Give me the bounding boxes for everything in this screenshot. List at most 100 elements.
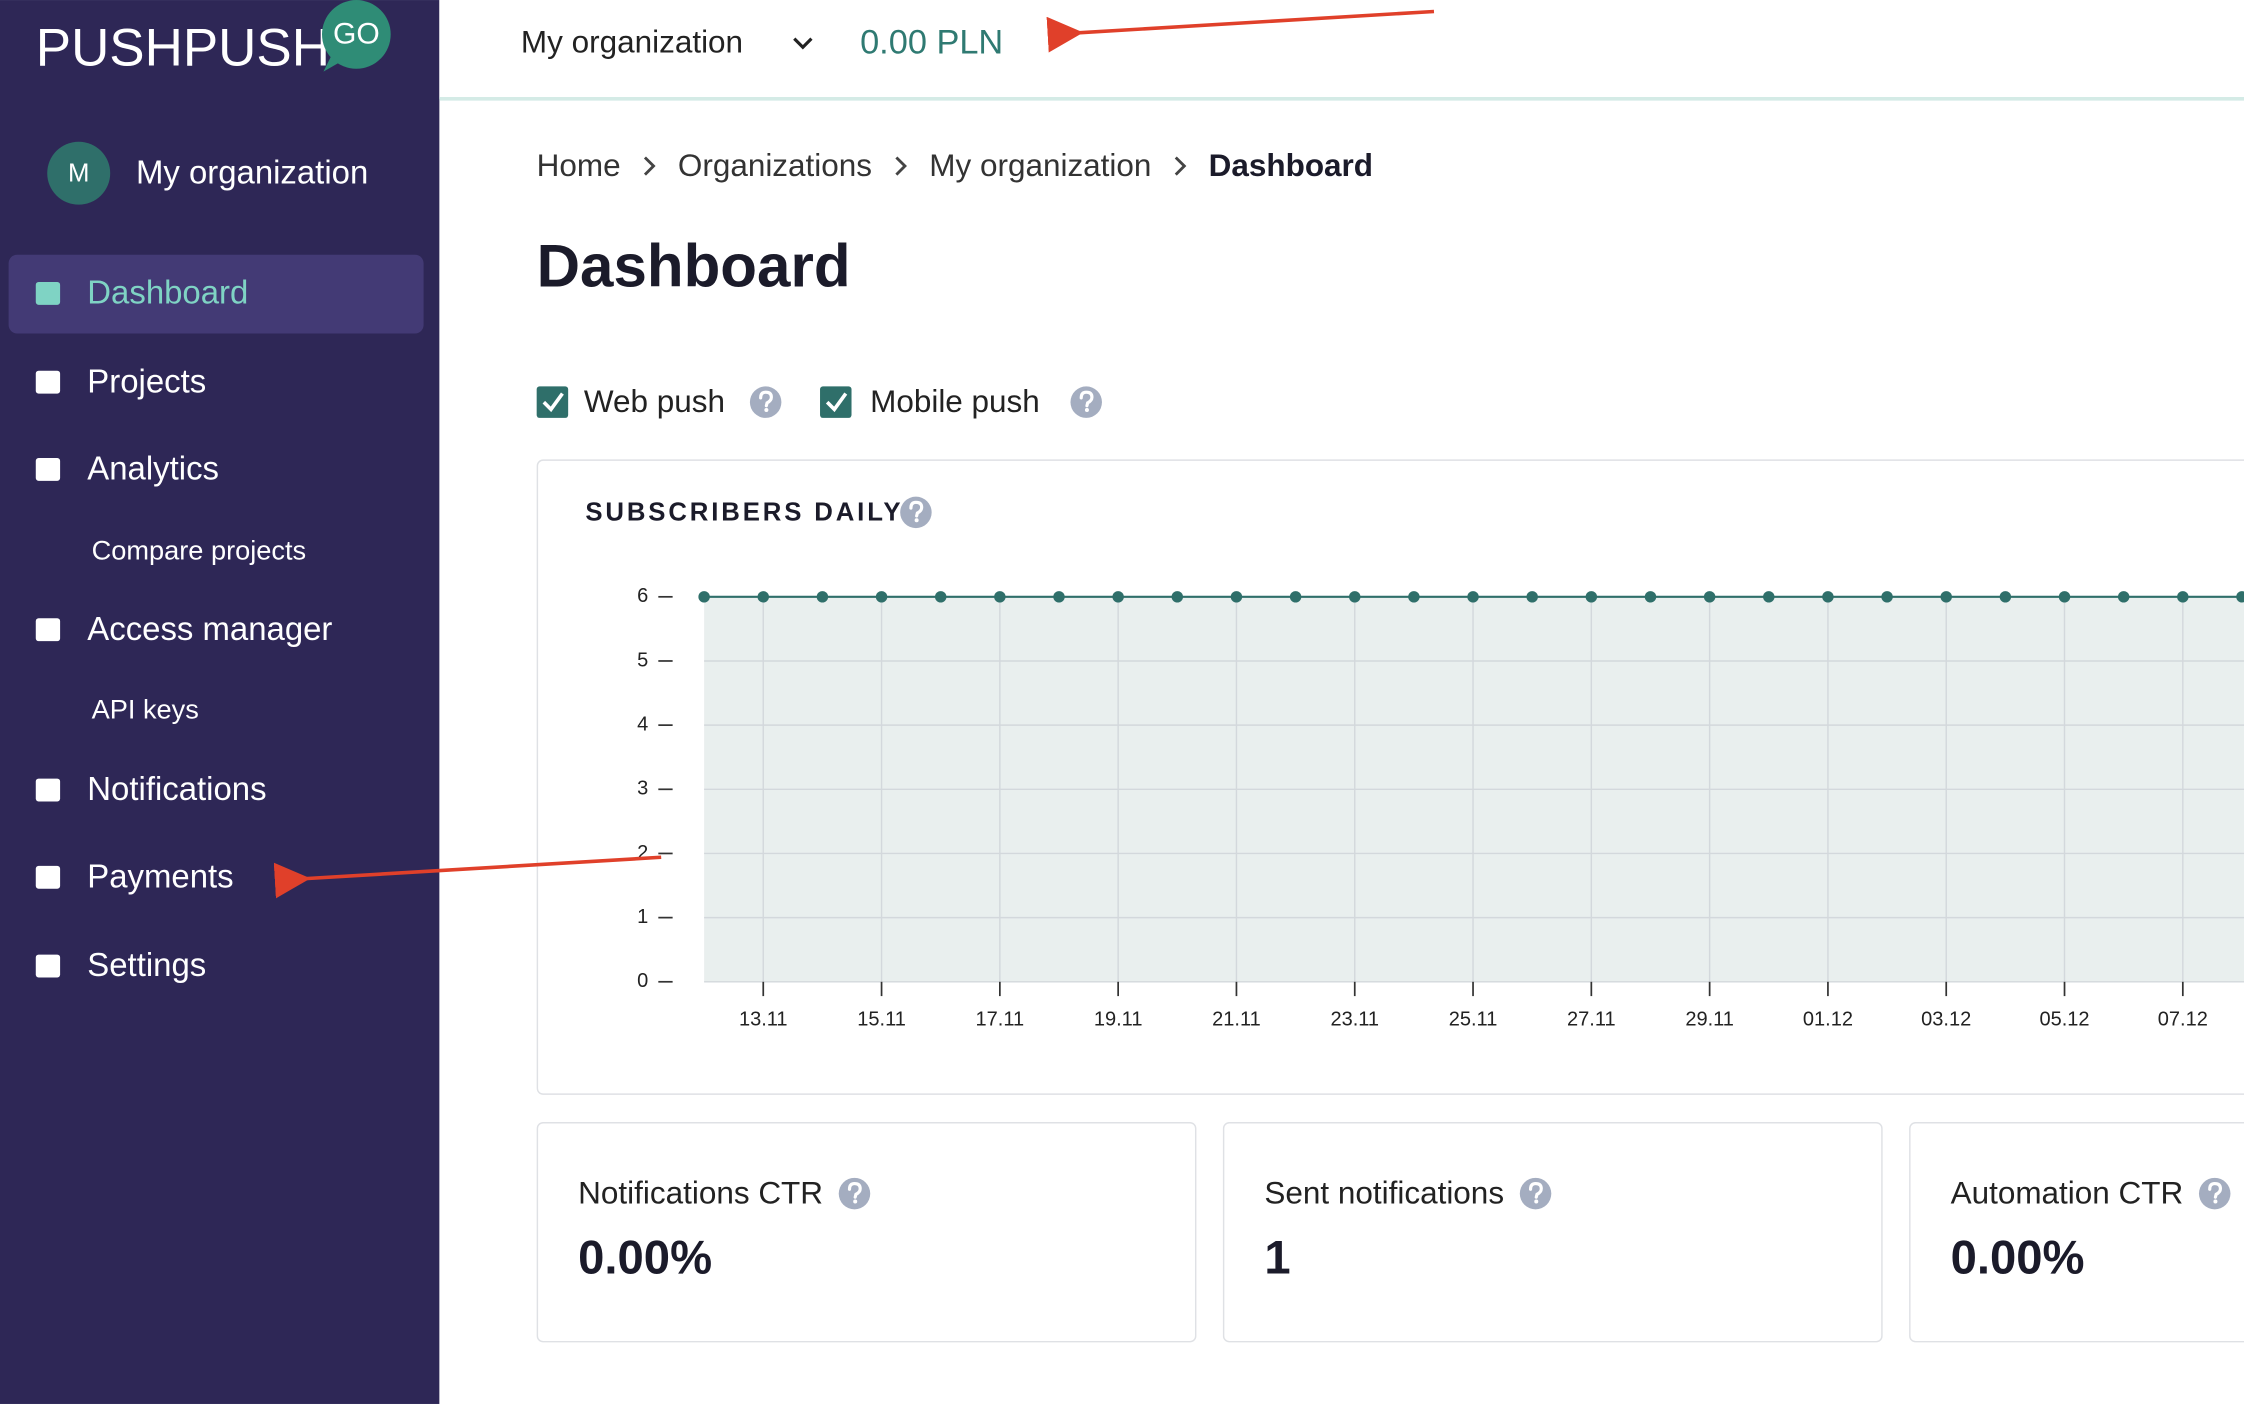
- x-tick-label: 19.11: [1094, 1009, 1143, 1031]
- data-point: [994, 591, 1006, 603]
- data-point: [1171, 591, 1184, 603]
- balance: 0.00 PLN: [860, 23, 1003, 61]
- breadcrumb-chevron: [894, 156, 907, 177]
- stat-label: Sent notifications: [1264, 1175, 1504, 1210]
- data-point: [1999, 591, 2012, 603]
- menu-icon: [35, 954, 61, 978]
- menu-active-bg: [8, 254, 424, 334]
- x-tick-label: 07.12: [2158, 1009, 2208, 1031]
- avatar-initial: M: [68, 159, 89, 187]
- breadcrumb-item[interactable]: Organizations: [678, 148, 872, 183]
- y-tick-label: 2: [637, 842, 648, 864]
- stats: Notifications CTR 0.00% Sent notifications…: [536, 1122, 2244, 1343]
- breadcrumb-item: Dashboard: [1209, 148, 1373, 183]
- data-point: [1349, 591, 1361, 603]
- breadcrumb-item[interactable]: Home: [537, 148, 621, 183]
- x-tick-label: 17.11: [976, 1009, 1025, 1031]
- logo-badge: GO: [333, 18, 380, 51]
- menu-item[interactable]: API keys: [92, 693, 199, 724]
- menu-item[interactable]: Payments: [87, 857, 233, 894]
- y-tick-label: 5: [637, 649, 648, 671]
- breadcrumb: Home Organizations My organization Dashboar…: [537, 148, 1373, 183]
- data-point: [2117, 591, 2130, 603]
- dropdown-chevron[interactable]: [793, 37, 813, 50]
- data-point: [1230, 591, 1243, 603]
- x-tick-label: 01.12: [1803, 1009, 1853, 1031]
- filter[interactable]: Web push: [536, 384, 783, 420]
- help-icon[interactable]: [1068, 384, 1104, 420]
- filter[interactable]: Mobile push: [820, 384, 1104, 420]
- chart: 0 1 2 3 4 5 6 13.11 15.11 17.11 19.11 21.11 23.11 25.…: [637, 585, 2244, 1031]
- x-tick-label: 03.12: [1921, 1009, 1971, 1031]
- data-point: [875, 591, 888, 603]
- y-tick-label: 6: [637, 585, 648, 607]
- checkbox[interactable]: [536, 386, 569, 418]
- data-point: [2058, 591, 2071, 603]
- x-tick-label: 05.12: [2039, 1009, 2089, 1031]
- data-point: [1940, 591, 1952, 603]
- menu-item[interactable]: Dashboard: [87, 274, 248, 311]
- org-select[interactable]: My organization: [521, 25, 743, 60]
- data-point: [1053, 591, 1065, 603]
- data-point: [757, 591, 769, 603]
- data-point: [2177, 591, 2189, 603]
- stat-card: [536, 1122, 1197, 1343]
- logo-badge-bg: [322, 0, 391, 69]
- y-tick-label: 3: [637, 778, 648, 800]
- org-name[interactable]: My organization: [136, 153, 368, 190]
- menu-item[interactable]: Notifications: [87, 770, 266, 807]
- menu-icon: [35, 865, 61, 889]
- data-point: [1703, 591, 1716, 603]
- stat-card: [1222, 1122, 1883, 1343]
- menu-item[interactable]: Analytics: [87, 450, 219, 487]
- logo: PUSHPUSH: [36, 19, 330, 78]
- y-tick-label: 1: [637, 906, 648, 928]
- avatar[interactable]: [47, 141, 111, 205]
- menu-item[interactable]: Access manager: [87, 610, 332, 647]
- data-point: [1112, 591, 1124, 603]
- filter-label[interactable]: Web push: [584, 384, 725, 419]
- menu-item[interactable]: Settings: [87, 946, 206, 983]
- check: [542, 392, 564, 413]
- help-icon[interactable]: [898, 495, 934, 530]
- menu-icon: [35, 618, 61, 642]
- menu-item[interactable]: Projects: [87, 362, 206, 399]
- annotation-arrow: [1046, 9, 1435, 53]
- data-point: [1526, 591, 1538, 603]
- menu-item[interactable]: Compare projects: [92, 535, 307, 566]
- stat-value: 1: [1264, 1231, 1290, 1284]
- x-tick-label: 27.11: [1567, 1009, 1616, 1031]
- data-point: [1763, 591, 1775, 603]
- help-icon[interactable]: [1518, 1176, 1553, 1211]
- data-point: [1467, 591, 1479, 603]
- stat-label: Notifications CTR: [578, 1175, 823, 1210]
- y-tick-label: 0: [637, 970, 648, 992]
- data-point: [1585, 591, 1598, 603]
- menu-icon: [35, 281, 61, 305]
- help-icon[interactable]: [2197, 1176, 2233, 1211]
- filter-label[interactable]: Mobile push: [870, 384, 1040, 419]
- breadcrumb-chevron: [643, 156, 655, 177]
- x-tick-label: 23.11: [1330, 1009, 1379, 1031]
- data-point: [2236, 591, 2244, 603]
- sidebar: [0, 0, 440, 1404]
- x-tick-label: 29.11: [1685, 1009, 1734, 1031]
- x-tick-label: 25.11: [1449, 1009, 1498, 1031]
- data-point: [816, 591, 829, 603]
- checkbox[interactable]: [820, 386, 852, 418]
- logo-badge-tail: [323, 54, 344, 72]
- stat-value: 0.00%: [1951, 1231, 2085, 1284]
- help-icon[interactable]: [837, 1176, 872, 1211]
- check: [825, 392, 848, 413]
- data-point: [934, 591, 947, 603]
- help-icon[interactable]: [748, 384, 783, 420]
- breadcrumb-item[interactable]: My organization: [929, 148, 1151, 183]
- chart-title: SUBSCRIBERS DAILY: [585, 499, 903, 527]
- x-tick-label: 15.11: [857, 1009, 906, 1031]
- data-point: [698, 591, 710, 603]
- data-point: [1289, 591, 1302, 603]
- data-point: [1822, 591, 1834, 603]
- page-title: Dashboard: [537, 232, 851, 299]
